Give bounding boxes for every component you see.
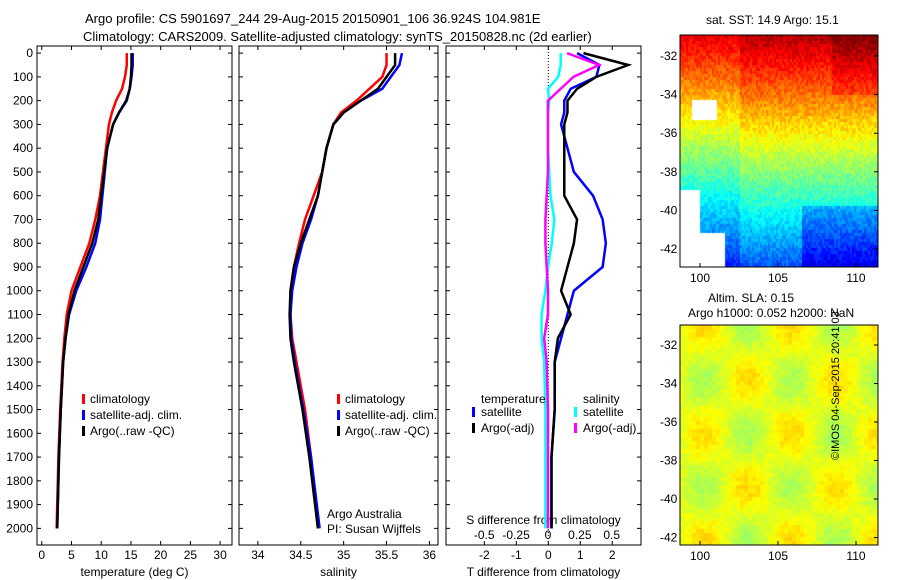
y-tick-label: 1800: [6, 474, 33, 488]
legend-label: Argo(..raw -QC): [90, 424, 175, 438]
x-tick-label: 34.5: [289, 548, 313, 562]
legend-swatch: [337, 426, 340, 436]
legend-label: Argo(-adj): [583, 421, 636, 435]
s-tick-label: 0: [545, 528, 552, 542]
series-satellite-adj-clim-: [55, 53, 134, 529]
sst-map: [680, 35, 878, 267]
x-tick-label: 0: [545, 548, 552, 562]
series-salinity-argo-adj-: [542, 51, 603, 529]
legend-swatch: [82, 410, 85, 420]
legend-swatch: [82, 426, 85, 436]
legend-swatch: [337, 410, 340, 420]
annotation: PI: Susan Wijffels: [327, 522, 421, 536]
legend-swatch: [82, 394, 85, 404]
y-tick-label: 500: [13, 165, 33, 179]
series-salinity-satellite: [540, 53, 562, 529]
y-tick-label: 1000: [6, 284, 33, 298]
x-tick-label: 5: [68, 548, 75, 562]
y-tick-label: 900: [13, 260, 33, 274]
series-temperature-argo-adj-: [550, 51, 633, 529]
legend-label: climatology: [90, 392, 150, 406]
x-tick-label: 2: [609, 548, 616, 562]
y-tick-label: 400: [13, 141, 33, 155]
legend-temperature: temperature: [481, 392, 546, 406]
s-tick-label: 0.5: [603, 528, 620, 542]
x-tick-label: 25: [184, 548, 198, 562]
x-axis-label: T difference from climatology: [467, 565, 621, 579]
x-tick-label: -2: [479, 548, 490, 562]
panel-frame-2: [238, 45, 439, 546]
y-tick-label: 700: [13, 212, 33, 226]
x-axis-label: salinity: [320, 565, 357, 579]
legend-label: Argo(..raw -QC): [345, 424, 430, 438]
annotation: Argo Australia: [327, 507, 402, 521]
y-tick-label: 2000: [6, 521, 33, 535]
map2-title-2: Argo h1000: 0.052 h2000: NaN: [688, 306, 855, 320]
map1-title: sat. SST: 14.9 Argo: 15.1: [706, 13, 839, 27]
x-tick-label: 36: [423, 548, 437, 562]
series-argo-raw-qc-: [288, 53, 397, 529]
y-tick-label: 1900: [6, 498, 33, 512]
y-tick-label: 1500: [6, 403, 33, 417]
x-tick-label: 20: [154, 548, 168, 562]
legend-swatch: [574, 423, 577, 433]
legend-salinity: salinity: [583, 392, 620, 406]
s-tick-label: 0.25: [568, 528, 592, 542]
y-tick-label: 1700: [6, 450, 33, 464]
panel-frame-3: [445, 45, 642, 546]
y-tick-label: 100: [13, 70, 33, 84]
x-tick-label: 30: [213, 548, 227, 562]
panel-frame-1: [36, 45, 233, 546]
legend-label: satellite: [583, 405, 624, 419]
y-tick-label: 600: [13, 189, 33, 203]
y-tick-label: 1400: [6, 379, 33, 393]
legend-swatch: [574, 407, 577, 417]
series-climatology: [55, 53, 129, 529]
x-tick-label: 10: [95, 548, 109, 562]
y-tick-label: 1300: [6, 355, 33, 369]
legend-label: Argo(-adj): [481, 421, 534, 435]
legend-label: satellite-adj. clim.: [90, 408, 182, 422]
credit-text: ©IMOS 04-Sep-2015 20:41:03: [830, 311, 842, 460]
title-line-1: Argo profile: CS 5901697_244 29-Aug-2015…: [85, 11, 541, 26]
series-argo-raw-qc-: [55, 53, 133, 529]
map2-title-1: Altim. SLA: 0.15: [708, 291, 795, 305]
y-tick-label: 300: [13, 117, 33, 131]
s-axis-label: S difference from climatology: [466, 513, 621, 527]
y-tick-label: 200: [13, 94, 33, 108]
x-tick-label: 0: [38, 548, 45, 562]
y-tick-label: 800: [13, 236, 33, 250]
legend-swatch: [337, 394, 340, 404]
y-tick-label: 1200: [6, 331, 33, 345]
legend-swatch: [472, 407, 475, 417]
x-tick-label: 1: [577, 548, 584, 562]
legend-label: satellite-adj. clim.: [345, 408, 437, 422]
x-tick-label: 35: [337, 548, 351, 562]
x-tick-label: 35.5: [375, 548, 399, 562]
y-tick-label: 0: [26, 46, 33, 60]
series-temperature-satellite: [550, 52, 608, 529]
sla-map: [680, 325, 878, 545]
series-climatology: [289, 53, 388, 529]
x-axis-label: temperature (deg C): [80, 565, 188, 579]
title-line-2: Climatology: CARS2009. Satellite-adjuste…: [83, 29, 592, 44]
s-tick-label: -0.5: [474, 528, 495, 542]
x-tick-label: 15: [124, 548, 138, 562]
y-tick-label: 1600: [6, 426, 33, 440]
x-tick-label: 34: [251, 548, 265, 562]
legend-label: satellite: [481, 405, 522, 419]
x-tick-label: -1: [511, 548, 522, 562]
legend-label: climatology: [345, 392, 405, 406]
series-satellite-adj-clim-: [289, 52, 404, 529]
legend-swatch: [472, 423, 475, 433]
s-tick-label: -0.25: [502, 528, 530, 542]
y-tick-label: 1100: [7, 308, 33, 322]
